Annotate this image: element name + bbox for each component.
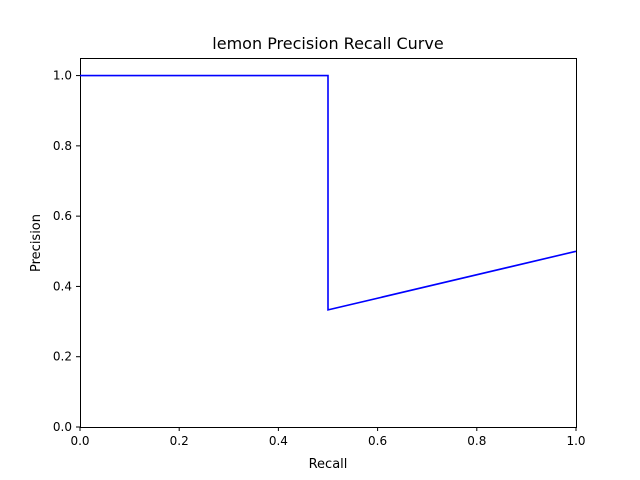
- chart-title: lemon Precision Recall Curve: [212, 34, 443, 53]
- x-tick-label: 1.0: [566, 434, 585, 448]
- y-tick-label: 0.4: [53, 279, 72, 293]
- y-tick-label: 0.6: [53, 209, 72, 223]
- x-tick-label: 0.4: [269, 434, 288, 448]
- x-tick-label: 0.0: [70, 434, 89, 448]
- curve-layer: [80, 74, 577, 311]
- pr-curve-line: [80, 74, 577, 311]
- x-tick-label: 0.6: [368, 434, 387, 448]
- axes-frame: [80, 58, 577, 428]
- y-axis-label: Precision: [29, 214, 44, 272]
- y-axis-ticks: 0.0 0.2 0.4 0.6 0.8 1.0: [53, 69, 80, 434]
- x-axis-label: Recall: [309, 457, 348, 472]
- plot-area: 0.0 0.2 0.4 0.6 0.8 1.0 0.0 0.2 0.4 0.6 0.8 1.0: [53, 58, 586, 448]
- y-tick-label: 0.8: [53, 139, 72, 153]
- y-tick-label: 1.0: [53, 69, 72, 83]
- y-tick-label: 0.2: [53, 350, 72, 364]
- x-tick-label: 0.2: [170, 434, 189, 448]
- x-tick-label: 0.8: [467, 434, 486, 448]
- x-axis-ticks: 0.0 0.2 0.4 0.6 0.8 1.0: [70, 427, 586, 448]
- y-tick-label: 0.0: [53, 420, 72, 434]
